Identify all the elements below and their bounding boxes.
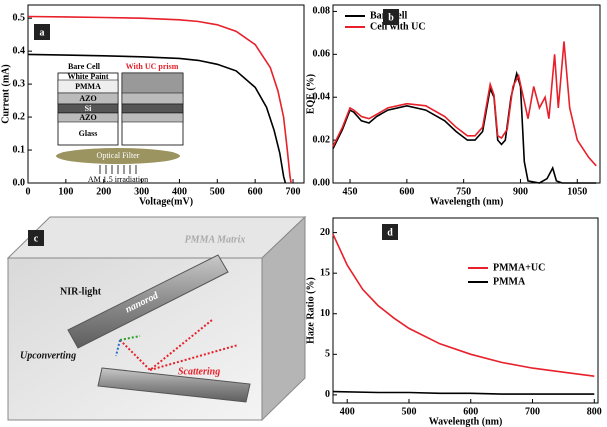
matrix-label: PMMA Matrix <box>185 234 246 245</box>
x-tick-label: 600 <box>463 406 478 417</box>
series-line <box>27 53 287 184</box>
layer <box>57 112 119 123</box>
x-tick-label: 450 <box>343 186 358 197</box>
panel-label-box <box>382 224 398 240</box>
panel-label: c <box>34 233 39 244</box>
inset-title: With UC prism <box>126 62 179 71</box>
y-tick-label: 0.4 <box>13 45 26 56</box>
panel-label: b <box>388 12 394 23</box>
inset-title: Bare Cell <box>68 62 101 71</box>
filter <box>56 148 180 164</box>
x-axis-label: Voltage(mV) <box>139 196 193 207</box>
layer <box>121 92 184 105</box>
layer <box>121 112 184 123</box>
diagram: c PMMA Matrix NIR-light nanorod Upconver… <box>6 215 307 422</box>
series-line <box>332 41 597 167</box>
y-tick-label: 20 <box>320 227 330 238</box>
y-axis-label: EQE (%) <box>305 74 316 114</box>
x-tick-label: 600 <box>399 186 414 197</box>
x-tick-label: 1050 <box>567 186 587 197</box>
layer-label: Si <box>85 104 92 113</box>
layer-label: AZO <box>79 94 96 103</box>
layer-label: PMMA <box>75 82 101 91</box>
x-tick-label: 300 <box>134 186 149 197</box>
legend-label: PMMA <box>493 276 526 287</box>
x-tick-label: 200 <box>96 186 111 197</box>
y-axis-label: Haze Ratio (%) <box>305 277 316 344</box>
filter-label: Optical Filter <box>97 151 140 160</box>
panel-label-box <box>383 9 399 25</box>
blue-arrow <box>115 339 121 357</box>
green-arrow <box>119 335 141 341</box>
x-tick-label: 700 <box>286 186 301 197</box>
y-tick-label: 10 <box>320 308 330 319</box>
y-tick-label: 0.08 <box>313 6 331 17</box>
y-axis-label: Current (mA) <box>0 64 11 124</box>
x-tick-label: 400 <box>340 406 355 417</box>
x-tick-label: 900 <box>513 186 528 197</box>
inset: Bare Cell With UC prism White Paint PMMA… <box>56 62 184 184</box>
y-tick-label: 0.1 <box>13 144 26 155</box>
y-tick-label: 0.3 <box>13 78 26 89</box>
x-tick-label: 100 <box>58 186 73 197</box>
layer-label: White Paint <box>67 72 108 81</box>
x-tick-label: 400 <box>172 186 187 197</box>
scattering-label: Scattering <box>178 366 220 377</box>
y-tick-label: 0.04 <box>313 92 331 103</box>
y-tick-label: 0.02 <box>313 134 331 145</box>
layer-label: Glass <box>79 129 98 138</box>
y-tick-label: 15 <box>320 267 330 278</box>
upconverting-label: Upconverting <box>20 350 76 361</box>
box-top <box>6 216 307 259</box>
layer <box>121 103 184 114</box>
x-axis-label: Wavelength (nm) <box>430 196 504 207</box>
y-tick-label: 5 <box>325 349 330 360</box>
light-arrows <box>99 165 137 174</box>
series-line <box>27 15 292 184</box>
x-tick-label: 800 <box>587 406 602 417</box>
y-tick-label: 0.5 <box>13 12 26 23</box>
legend-label: PMMA+UC <box>493 262 545 273</box>
layer-label: AZO <box>79 113 96 122</box>
x-tick-label: 700 <box>525 406 540 417</box>
source-label: AM 1.5 irradiation <box>88 175 148 184</box>
x-tick-label: 0 <box>26 186 31 197</box>
panel-label: d <box>387 227 393 238</box>
x-tick-label: 500 <box>210 186 225 197</box>
y-tick-label: 0.00 <box>313 177 331 188</box>
scatter-arrows <box>119 319 239 372</box>
panel-label-box <box>34 24 50 40</box>
rod <box>67 254 229 349</box>
y-tick-label: 0.2 <box>13 111 26 122</box>
plot-frame <box>332 4 601 184</box>
legend-label: Cell with UC <box>370 21 426 32</box>
series-line <box>332 390 595 395</box>
x-tick-label: 500 <box>401 406 416 417</box>
x-axis-label: Wavelength (nm) <box>429 416 503 427</box>
y-tick-label: 0 <box>325 389 330 400</box>
plot-frame <box>332 217 599 404</box>
rod <box>97 367 251 403</box>
x-tick-label: 750 <box>456 186 471 197</box>
y-tick-label: 0.0 <box>13 177 26 188</box>
panel-label: a <box>40 27 45 38</box>
y-tick-label: 0.06 <box>313 49 331 60</box>
panel-label-box <box>28 230 44 246</box>
x-tick-label: 600 <box>248 186 263 197</box>
plot-frame <box>27 4 305 184</box>
series-line <box>332 233 595 377</box>
light-label: NIR-light <box>60 286 102 297</box>
